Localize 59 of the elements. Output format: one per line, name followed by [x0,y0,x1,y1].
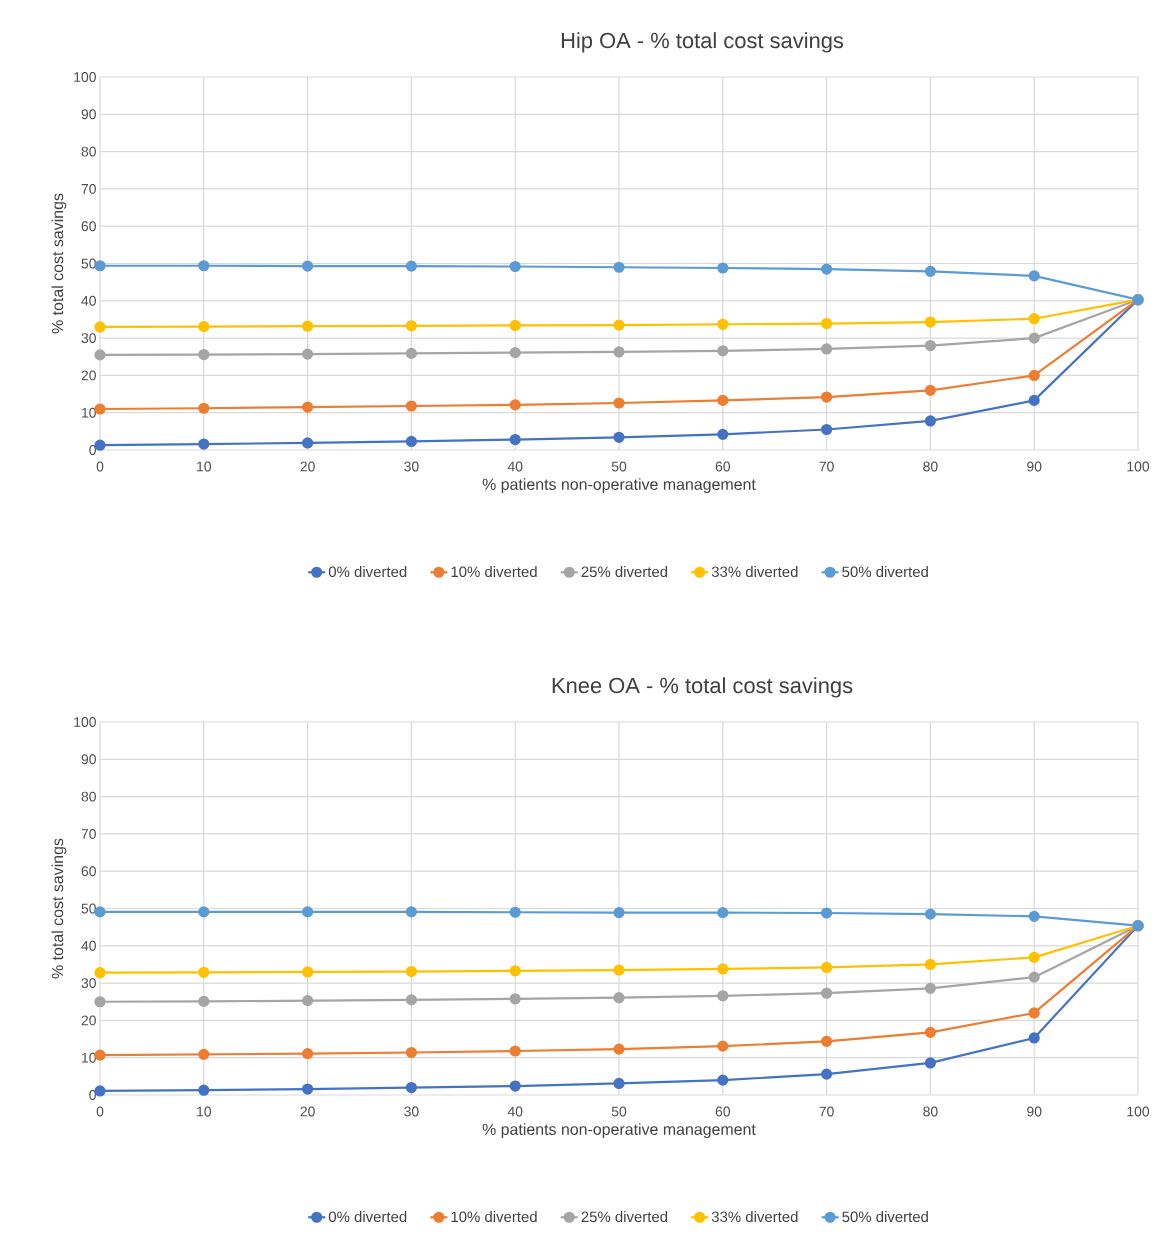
x-axis-title: % patients non-operative management [482,478,756,494]
x-tick-label: 100 [1127,461,1150,472]
legend-label: 50% diverted [842,566,928,578]
x-tick-label: 100 [1127,1106,1150,1117]
y-tick-label: 0 [89,445,96,455]
x-tick-label: 90 [1027,1106,1042,1117]
y-tick-label: 70 [81,828,96,839]
chart-title: Hip OA - % total cost savings [561,32,844,53]
y-tick-label: 30 [81,333,96,344]
x-tick-label: 80 [923,1106,938,1117]
x-tick-label: 60 [715,461,731,472]
x-tick-label: 20 [300,461,315,472]
y-tick-label: 60 [81,221,96,232]
x-tick-label: 50 [611,461,627,472]
legend-label: 50% diverted [842,1211,928,1223]
x-tick-label: 40 [507,461,523,472]
x-tick-label: 90 [1027,461,1042,472]
y-tick-label: 80 [81,791,96,802]
legend-label: 25% diverted [581,1211,668,1223]
x-tick-label: 70 [819,461,834,472]
legend-label: 0% diverted [328,566,407,578]
legend-label: 10% diverted [451,1211,537,1223]
y-axis-title: % total cost savings [51,838,67,979]
x-tick-label: 30 [404,1106,419,1117]
y-tick-label: 50 [81,903,96,914]
y-tick-label: 100 [74,717,96,727]
y-tick-label: 40 [81,295,96,306]
x-tick-label: 10 [197,461,212,472]
x-tick-label: 50 [611,1106,627,1117]
y-tick-label: 80 [81,146,96,157]
y-tick-label: 20 [81,370,96,381]
x-axis-title: % patients non-operative management [482,1123,756,1139]
x-tick-label: 70 [819,1106,834,1117]
legend-label: 0% diverted [328,1211,407,1223]
y-tick-label: 100 [74,72,96,82]
x-tick-label: 30 [404,461,419,472]
legend-label: 33% diverted [711,1211,798,1223]
legend-label: 33% diverted [711,566,798,578]
y-tick-label: 10 [82,1052,96,1063]
y-tick-label: 0 [89,1090,96,1100]
x-tick-label: 60 [715,1106,731,1117]
y-tick-label: 40 [81,940,96,951]
y-tick-label: 20 [81,1015,96,1026]
y-tick-label: 30 [81,978,96,989]
y-tick-label: 10 [82,407,96,418]
y-tick-label: 60 [81,866,96,877]
y-tick-label: 90 [81,754,96,765]
y-tick-label: 70 [81,183,96,194]
x-tick-label: 40 [507,1106,523,1117]
x-tick-label: 20 [300,1106,315,1117]
x-tick-label: 0 [96,1106,104,1117]
x-tick-label: 80 [923,461,938,472]
x-tick-label: 0 [96,461,104,472]
y-tick-label: 90 [81,109,96,120]
legend-label: 25% diverted [581,566,668,578]
x-tick-label: 10 [197,1106,212,1117]
legend-label: 10% diverted [451,566,537,578]
chart-title: Knee OA - % total cost savings [552,677,853,698]
y-axis-title: % total cost savings [51,193,67,334]
